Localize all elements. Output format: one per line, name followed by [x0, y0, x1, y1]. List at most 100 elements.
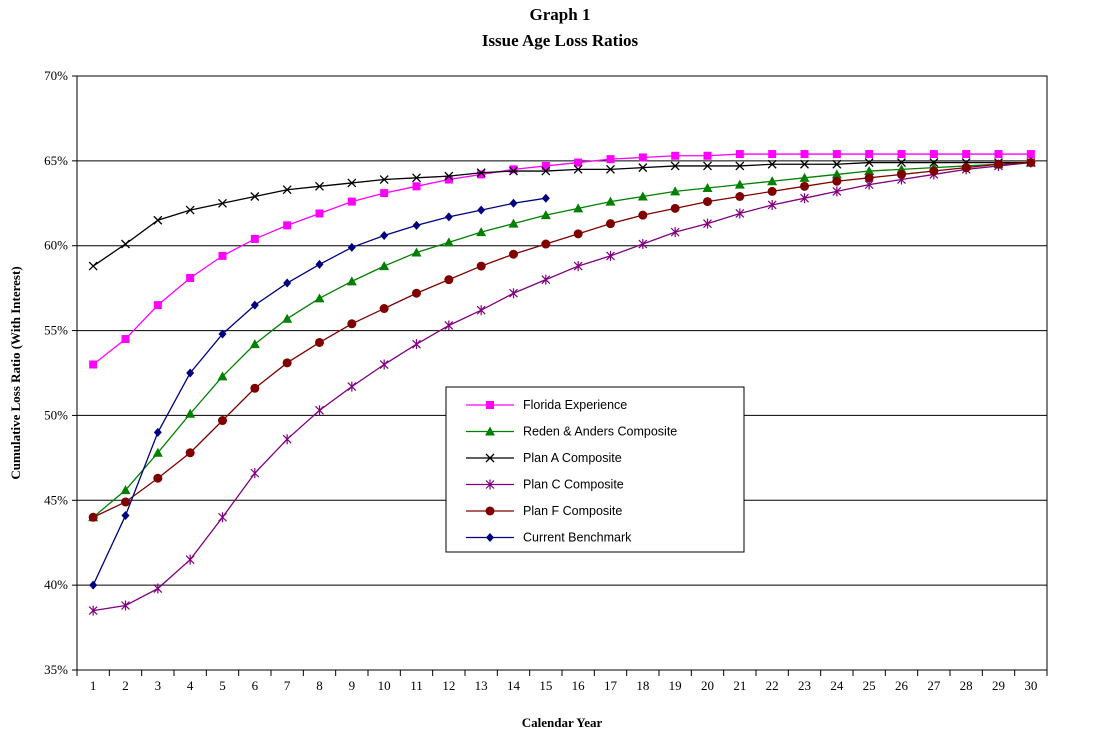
- y-tick-label: 65%: [44, 153, 68, 168]
- series-layer: [88, 150, 1036, 616]
- series-line: [92, 161, 1031, 518]
- data-point: [412, 173, 421, 183]
- x-tick-label: 29: [992, 678, 1005, 693]
- data-point: [476, 305, 486, 316]
- data-point: [218, 251, 227, 260]
- legend-entry: Florida Experience: [523, 398, 627, 412]
- x-tick-label: 1: [90, 678, 97, 693]
- data-point: [605, 196, 616, 206]
- data-point: [444, 171, 454, 181]
- data-point: [283, 278, 292, 288]
- legend-marker: [486, 401, 494, 409]
- data-point: [1026, 150, 1035, 159]
- series-plan-c-composite: [88, 157, 1036, 616]
- data-point: [767, 199, 777, 210]
- data-point: [153, 301, 162, 310]
- data-point: [703, 151, 712, 160]
- data-point: [218, 198, 227, 208]
- y-axis: 35% 40% 45% 50% 55% 60% 65% 70%: [44, 68, 77, 677]
- data-point: [283, 221, 292, 230]
- data-point: [218, 416, 227, 426]
- data-point: [88, 605, 98, 616]
- data-point: [444, 212, 453, 222]
- data-point: [573, 203, 584, 213]
- data-point: [509, 166, 518, 176]
- data-point: [379, 304, 389, 314]
- data-point: [380, 189, 389, 198]
- data-point: [380, 231, 389, 241]
- data-point: [250, 234, 259, 243]
- data-point: [477, 170, 486, 179]
- x-tick-label: 3: [155, 678, 162, 693]
- data-point: [962, 150, 971, 159]
- data-point: [541, 193, 550, 203]
- x-tick-label: 26: [895, 678, 909, 693]
- data-point: [185, 205, 195, 215]
- x-tick-label: 18: [636, 678, 649, 693]
- data-point: [315, 405, 324, 416]
- data-point: [508, 218, 519, 228]
- data-point: [734, 179, 745, 189]
- data-point: [638, 239, 648, 250]
- data-point: [121, 600, 130, 611]
- data-point: [250, 300, 259, 310]
- x-tick-label: 30: [1024, 678, 1037, 693]
- data-point: [218, 512, 227, 523]
- y-tick-label: 35%: [44, 662, 68, 677]
- data-point: [509, 288, 518, 299]
- data-point: [703, 197, 712, 207]
- data-point: [800, 159, 809, 169]
- data-point: [800, 193, 809, 204]
- data-point: [153, 473, 163, 483]
- legend-marker: [485, 426, 495, 436]
- data-point: [671, 151, 680, 160]
- x-tick-label: 4: [187, 678, 194, 693]
- series-current-benchmark: [89, 193, 550, 590]
- y-tick-label: 55%: [44, 323, 68, 338]
- data-point: [670, 161, 680, 171]
- data-point: [573, 261, 583, 272]
- data-point: [670, 203, 680, 213]
- legend-entry: Reden & Anders Composite: [523, 425, 677, 439]
- data-point: [864, 158, 874, 168]
- x-tick-label: 22: [766, 678, 779, 693]
- data-point: [412, 288, 421, 298]
- data-point: [121, 335, 130, 344]
- x-tick-label: 5: [219, 678, 226, 693]
- data-point: [735, 150, 744, 159]
- series-line: [93, 161, 1031, 612]
- data-point: [185, 408, 196, 418]
- x-tick-label: 17: [604, 678, 618, 693]
- data-point: [379, 261, 390, 271]
- data-point: [89, 580, 98, 590]
- data-point: [767, 186, 777, 196]
- legend-marker: [485, 479, 495, 490]
- data-point: [411, 247, 422, 257]
- x-tick-label: 7: [284, 678, 291, 693]
- data-point: [152, 447, 163, 457]
- data-point: [767, 159, 777, 169]
- data-point: [638, 210, 648, 220]
- x-tick-label: 24: [830, 678, 844, 693]
- data-point: [347, 381, 357, 392]
- data-point: [412, 339, 421, 350]
- data-point: [509, 165, 518, 174]
- data-point: [994, 150, 1003, 159]
- data-point: [961, 163, 971, 173]
- series-line: [92, 161, 1031, 267]
- data-point: [897, 150, 906, 159]
- data-point: [314, 293, 325, 303]
- data-point: [88, 512, 98, 522]
- x-tick-label: 6: [252, 678, 259, 693]
- data-point: [735, 191, 745, 201]
- data-point: [282, 185, 292, 195]
- series-line: [92, 161, 1031, 518]
- data-point: [606, 155, 615, 164]
- data-point: [121, 511, 130, 521]
- y-axis-title: Cumulative Loss Ratio (With Interest): [8, 266, 23, 479]
- data-point: [541, 239, 551, 249]
- data-point: [282, 434, 292, 445]
- data-point: [250, 468, 260, 479]
- data-point: [347, 319, 357, 329]
- data-point: [444, 175, 453, 184]
